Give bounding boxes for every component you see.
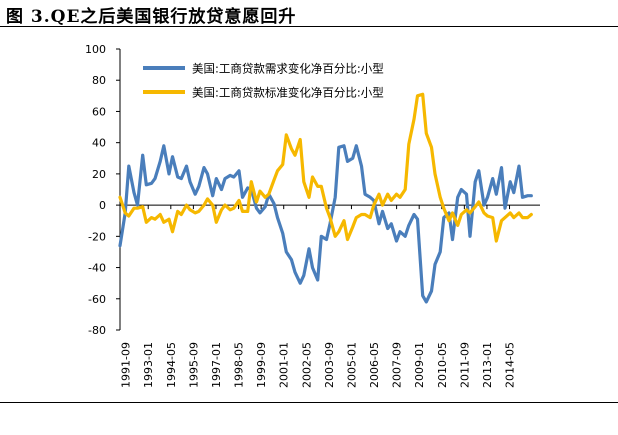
x-tick-label: 2013-01: [481, 342, 494, 388]
x-tick-label: 1994-05: [165, 342, 178, 388]
series-line-demand: [118, 144, 533, 304]
x-tick-label: 2003-09: [323, 342, 336, 388]
x-tick-label: 2014-05: [504, 342, 517, 388]
page-title: 图 3.QE之后美国银行放贷意愿回升: [6, 7, 297, 27]
x-tick-label: 2006-05: [368, 342, 381, 388]
chart-axes: [119, 49, 540, 330]
top-rule: [0, 26, 618, 27]
x-tick-label: 1997-01: [210, 342, 223, 388]
x-tick-label: 2010-05: [436, 342, 449, 388]
x-tick-label: 1991-09: [120, 342, 133, 388]
bottom-rule: [0, 402, 618, 403]
y-tick-label: 60: [92, 105, 106, 118]
x-tick-label: 2002-05: [300, 342, 313, 388]
y-tick-label: 0: [99, 199, 106, 212]
chart-series: [118, 92, 533, 304]
legend-label-standard: 美国:工商贷款标准变化净百分比:小型: [192, 86, 384, 100]
y-tick-label: -20: [88, 230, 106, 243]
x-tick-label: 1998-05: [233, 342, 246, 388]
x-tick-label: 2007-09: [391, 342, 404, 388]
x-tick-label: 1995-09: [187, 342, 200, 388]
x-tick-label: 1993-01: [142, 342, 155, 388]
series-line-standard: [118, 92, 533, 243]
x-tick-label: 2011-09: [458, 342, 471, 388]
y-tick-label: 40: [92, 137, 106, 150]
x-tick-label: 2005-01: [345, 342, 358, 388]
y-tick-label: -80: [88, 324, 106, 337]
legend-label-demand: 美国:工商贷款需求变化净百分比:小型: [192, 62, 384, 76]
x-tick-label: 2001-01: [278, 342, 291, 388]
y-tick-label: 80: [92, 74, 106, 87]
y-tick-label: -40: [88, 262, 106, 275]
y-tick-label: 100: [85, 43, 106, 56]
x-tick-label: 2009-01: [413, 342, 426, 388]
x-axis-ticks: 1991-09 1993-01 1994-05 1995-09 1997-01 1998-…: [120, 205, 517, 388]
y-tick-label: 20: [92, 168, 106, 181]
x-tick-label: 1999-09: [255, 342, 268, 388]
y-axis-ticks: 100 80 60 40 20 0 -20 -40 -60 -80: [85, 43, 120, 337]
title-bar: 图 3.QE之后美国银行放贷意愿回升: [0, 0, 618, 27]
y-tick-label: -60: [88, 293, 106, 306]
